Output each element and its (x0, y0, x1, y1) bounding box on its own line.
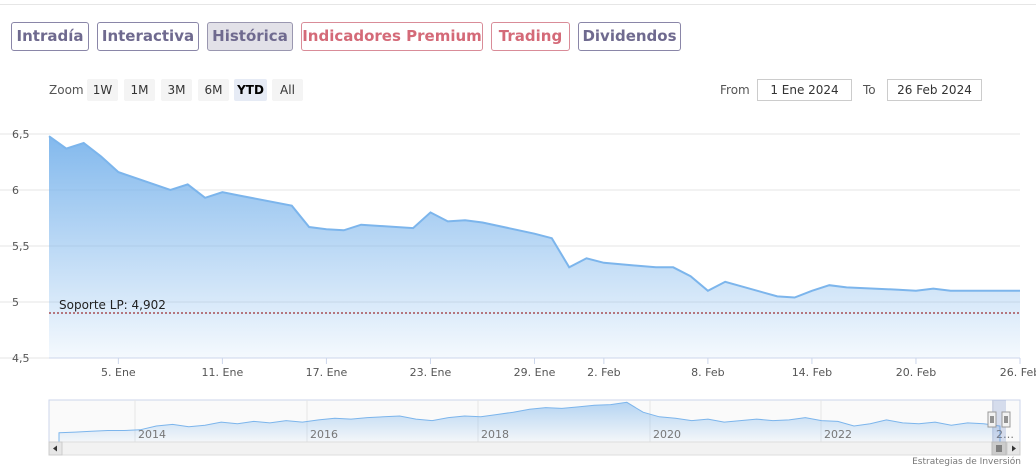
navigator-year-label: 2016 (310, 428, 338, 441)
scrollbar-grip-icon (996, 445, 1002, 452)
zoom-1m-button[interactable]: 1M (124, 79, 155, 101)
x-tick-label: 8. Feb (691, 366, 724, 379)
navigator-right-handle[interactable] (1001, 411, 1011, 428)
zoom-3m-button[interactable]: 3M (161, 79, 192, 101)
zoom-1w-button[interactable]: 1W (87, 79, 118, 101)
arrow-right-icon (1012, 445, 1016, 452)
navigator-year-label: 2022 (824, 428, 852, 441)
navigator-left-handle[interactable] (987, 411, 997, 428)
zoom-ytd-button[interactable]: YTD (234, 79, 267, 101)
arrow-left-icon (53, 445, 57, 452)
range-from-label: From (720, 83, 750, 97)
handle-body[interactable] (1001, 411, 1011, 428)
handle-body[interactable] (987, 411, 997, 428)
range-to-input[interactable]: 26 Feb 2024 (887, 79, 982, 101)
y-tick-label: 6 (12, 184, 19, 197)
tab-indicadores-premium[interactable]: Indicadores Premium (301, 22, 483, 51)
tab-interactiva[interactable]: Interactiva (97, 22, 199, 51)
x-tick-label: 29. Ene (514, 366, 556, 379)
x-tick-label: 23. Ene (410, 366, 452, 379)
credits-text: Estrategias de Inversión (912, 457, 1021, 467)
navigator-year-label: 2014 (138, 428, 166, 441)
x-tick-label: 5. Ene (101, 366, 136, 379)
navigator-area (58, 401, 1001, 443)
price-series-line (48, 135, 1020, 299)
tab-intradia[interactable]: Intradía (11, 22, 89, 51)
price-area (49, 136, 1020, 358)
navigator-selection[interactable] (992, 400, 1006, 442)
range-to-label: To (863, 83, 876, 97)
y-tick-label: 5 (12, 296, 19, 309)
tab-dividendos[interactable]: Dividendos (578, 22, 681, 51)
support-label: Soporte LP: 4,902 (59, 298, 166, 312)
x-tick-label: 17. Ene (306, 366, 348, 379)
y-tick-label: 4,5 (12, 352, 30, 365)
navigator[interactable]: 2014 2016 2018 2020 2022 2… (48, 399, 1021, 443)
navigator-year-labels: 2014 2016 2018 2020 2022 2… (138, 428, 1014, 441)
x-tick-label: 11. Ene (202, 366, 244, 379)
x-tick-label: 2. Feb (587, 366, 620, 379)
range-from-input[interactable]: 1 Ene 2024 (757, 79, 852, 101)
x-tick-label: 20. Feb (896, 366, 936, 379)
y-tick-label: 5,5 (12, 240, 30, 253)
top-divider (0, 4, 1036, 5)
x-tick-label: 26. Feb (1000, 366, 1036, 379)
tab-historica[interactable]: Histórica (207, 22, 293, 51)
zoom-all-button[interactable]: All (272, 79, 303, 101)
y-axis-labels: 6,5 6 5,5 5 4,5 (12, 128, 30, 365)
x-axis-labels: 5. Ene 11. Ene 17. Ene 23. Ene 29. Ene 2. Feb… (101, 358, 1036, 379)
navigator-year-label: 2… (996, 428, 1014, 441)
x-tick-label: 14. Feb (792, 366, 832, 379)
zoom-6m-button[interactable]: 6M (198, 79, 229, 101)
tab-trading[interactable]: Trading (491, 22, 570, 51)
scrollbar[interactable] (48, 441, 1021, 456)
y-tick-label: 6,5 (12, 128, 30, 141)
zoom-label: Zoom (49, 83, 84, 97)
navigator-year-label: 2018 (481, 428, 509, 441)
scrollbar-track[interactable] (48, 441, 1021, 456)
navigator-year-label: 2020 (653, 428, 681, 441)
price-chart: 6,5 6 5,5 5 4,5 Soporte LP: 4,902 5. Ene 11. … (0, 128, 1036, 456)
